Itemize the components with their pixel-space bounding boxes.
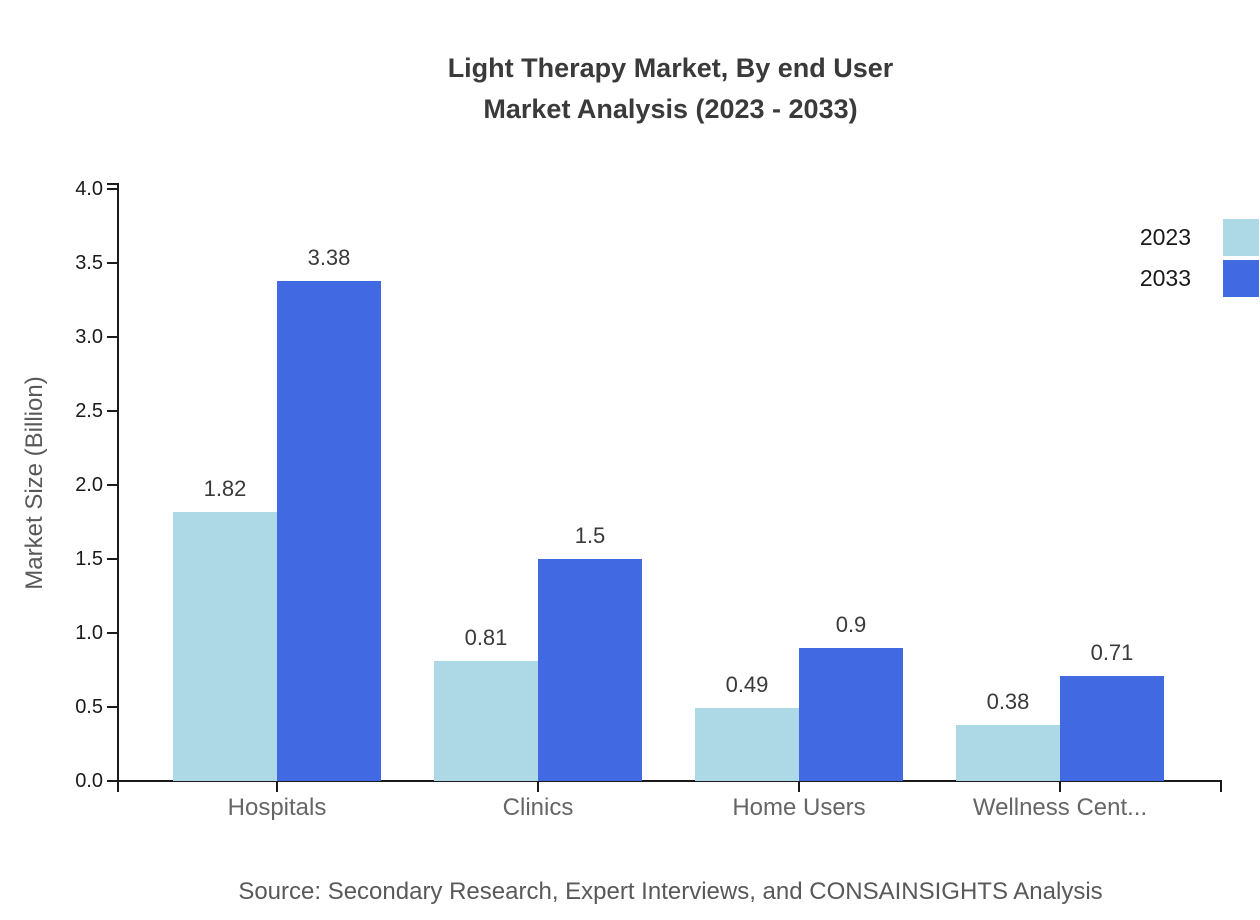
y-tick-label-0.5: 0.5 (75, 696, 103, 718)
chart-title-line1: Light Therapy Market, By end User (447, 53, 894, 83)
bar-2023-home-users (695, 708, 799, 781)
bar-2033-home-users (799, 648, 903, 781)
legend-label-2023: 2023 (1139, 224, 1191, 250)
x-tick-home-users (798, 782, 800, 792)
y-tick-label-3.0: 3.0 (75, 326, 103, 348)
y-tick-label-1.0: 1.0 (75, 622, 103, 644)
x-tick-clinics (537, 782, 539, 792)
x-axis-line (117, 780, 1222, 782)
value-label-2033-hospitals: 3.38 (307, 245, 351, 270)
legend: 2023 2033 (1140, 219, 1259, 297)
x-tick-label-home-users: Home Users (732, 794, 866, 821)
legend-row-2033: 2033 (1140, 260, 1259, 297)
legend-swatch-2023 (1223, 219, 1259, 256)
y-tick-0.5 (107, 706, 117, 708)
bar-2033-hospitals (277, 281, 381, 781)
bar-2023-clinics (434, 661, 538, 781)
y-tick-label-0.0: 0.0 (75, 770, 103, 792)
y-tick-4.0 (107, 188, 117, 190)
y-tick-label-2.5: 2.5 (75, 400, 103, 422)
value-label-2023-hospitals: 1.82 (203, 476, 247, 501)
legend-swatch-2033 (1223, 260, 1259, 297)
y-tick-2.5 (107, 410, 117, 412)
y-tick-2.0 (107, 484, 117, 486)
y-tick-1.0 (107, 632, 117, 634)
x-tick-label-clinics: Clinics (502, 794, 574, 821)
bar-2023-hospitals (173, 512, 277, 781)
chart-title-line2: Market Analysis (2023 - 2033) (483, 94, 858, 124)
x-tick-label-wellness-cent: Wellness Cent... (972, 794, 1148, 821)
y-tick-label-3.5: 3.5 (75, 252, 103, 274)
y-axis-top-cap (107, 183, 117, 185)
legend-label-2033: 2033 (1139, 265, 1191, 291)
x-axis-right-cap (1220, 782, 1222, 792)
bar-2033-wellness-cent (1060, 676, 1164, 781)
y-tick-1.5 (107, 558, 117, 560)
chart-title: Light Therapy Market, By end User Market… (119, 48, 1222, 130)
y-tick-3.5 (107, 262, 117, 264)
value-label-2023-wellness-cent: 0.38 (986, 689, 1030, 714)
y-tick-label-4.0: 4.0 (75, 178, 103, 200)
y-tick-label-1.5: 1.5 (75, 548, 103, 570)
y-tick-0.0 (107, 780, 117, 782)
x-tick-hospitals (276, 782, 278, 792)
value-label-2023-home-users: 0.49 (725, 672, 769, 697)
x-axis-left-cap (117, 782, 119, 792)
y-axis-line (117, 183, 119, 780)
source-note: Source: Secondary Research, Expert Inter… (238, 878, 1103, 905)
value-label-2023-clinics: 0.81 (464, 625, 508, 650)
y-tick-3.0 (107, 336, 117, 338)
x-tick-wellness-cent (1059, 782, 1061, 792)
value-label-2033-wellness-cent: 0.71 (1090, 640, 1134, 665)
legend-row-2023: 2023 (1140, 219, 1259, 256)
value-label-2033-clinics: 1.5 (574, 523, 606, 548)
y-tick-label-2.0: 2.0 (75, 474, 103, 496)
bar-2033-clinics (538, 559, 642, 781)
bar-2023-wellness-cent (956, 725, 1060, 781)
x-tick-label-hospitals: Hospitals (227, 794, 327, 821)
value-label-2033-home-users: 0.9 (835, 612, 867, 637)
